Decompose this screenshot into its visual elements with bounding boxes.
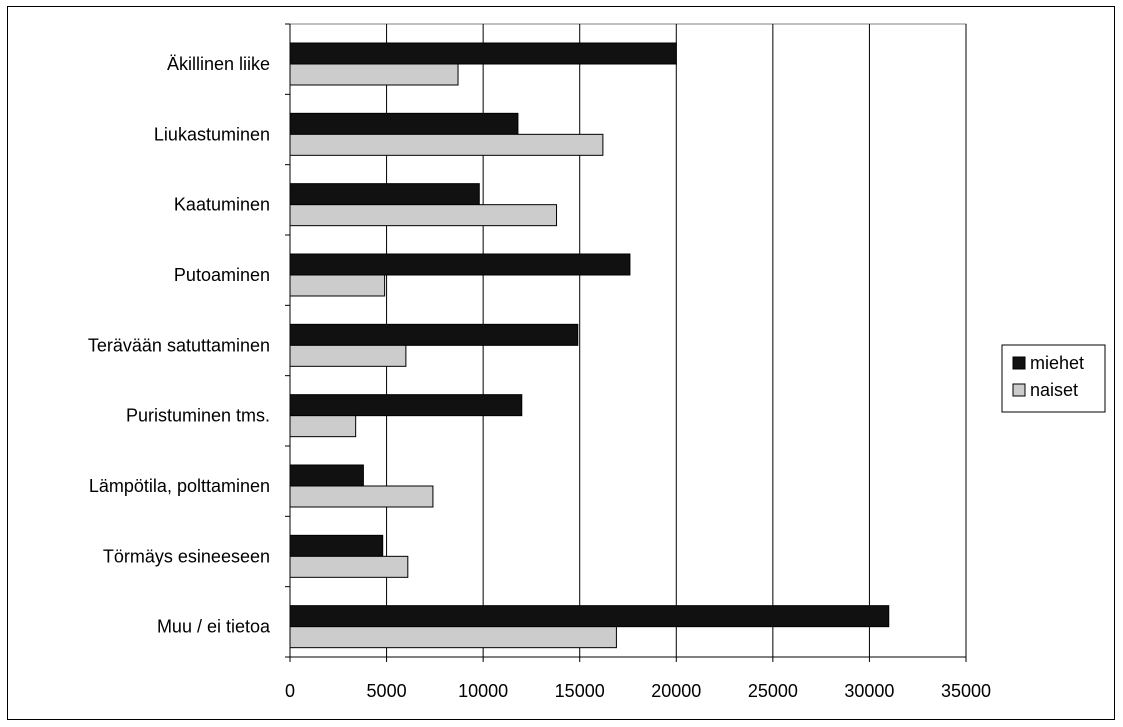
x-tick-label: 15000 (555, 681, 605, 701)
bar-miehet (289, 183, 480, 206)
category-label: Lämpötila, polttaminen (89, 476, 270, 496)
x-tick-label: 10000 (458, 681, 508, 701)
bar-miehet (289, 42, 677, 65)
bar-naiset (289, 626, 617, 649)
category-label: Liukastuminen (154, 124, 270, 144)
category-label: Muu / ei tietoa (157, 617, 271, 637)
bar-miehet (289, 534, 384, 557)
legend-swatch-naiset (1012, 383, 1026, 397)
x-tick-label: 0 (285, 681, 295, 701)
legend-box (1001, 344, 1106, 413)
bar-naiset (289, 344, 407, 367)
bar-miehet (289, 112, 519, 135)
category-label: Putoaminen (174, 265, 270, 285)
bar-naiset (289, 63, 459, 86)
category-label: Törmäys esineeseen (103, 546, 270, 566)
bar-naiset (289, 415, 357, 438)
x-tick-label: 5000 (367, 681, 407, 701)
bar-naiset (289, 274, 386, 297)
x-tick-label: 25000 (748, 681, 798, 701)
bar-miehet (289, 605, 890, 628)
x-tick-label: 35000 (941, 681, 991, 701)
legend: miehet naiset (1001, 344, 1106, 413)
bar-miehet (289, 394, 523, 417)
x-tick-label: 20000 (651, 681, 701, 701)
bar-miehet (289, 464, 364, 487)
legend-label-naiset: naiset (1030, 380, 1078, 400)
bar-naiset (289, 133, 604, 156)
category-label: Terävään satuttaminen (88, 335, 270, 355)
legend-label-miehet: miehet (1030, 353, 1084, 373)
bar-naiset (289, 555, 409, 578)
bar-naiset (289, 485, 434, 508)
legend-swatch-miehet (1012, 356, 1026, 370)
category-label: Äkillinen liike (167, 54, 270, 74)
bar-naiset (289, 204, 558, 227)
bar-miehet (289, 323, 579, 346)
bar-miehet (289, 253, 631, 276)
chart-area (7, 6, 1115, 720)
x-tick-label: 30000 (844, 681, 894, 701)
category-label: Kaatuminen (174, 195, 270, 215)
category-labels: Äkillinen liike Liukastuminen Kaatuminen Pu… (88, 54, 271, 637)
category-label: Puristuminen tms. (126, 406, 270, 426)
x-tick-labels: 0 5000 10000 15000 20000 25000 30000 35000 (285, 681, 991, 701)
bars (289, 42, 890, 649)
axes (285, 23, 967, 662)
